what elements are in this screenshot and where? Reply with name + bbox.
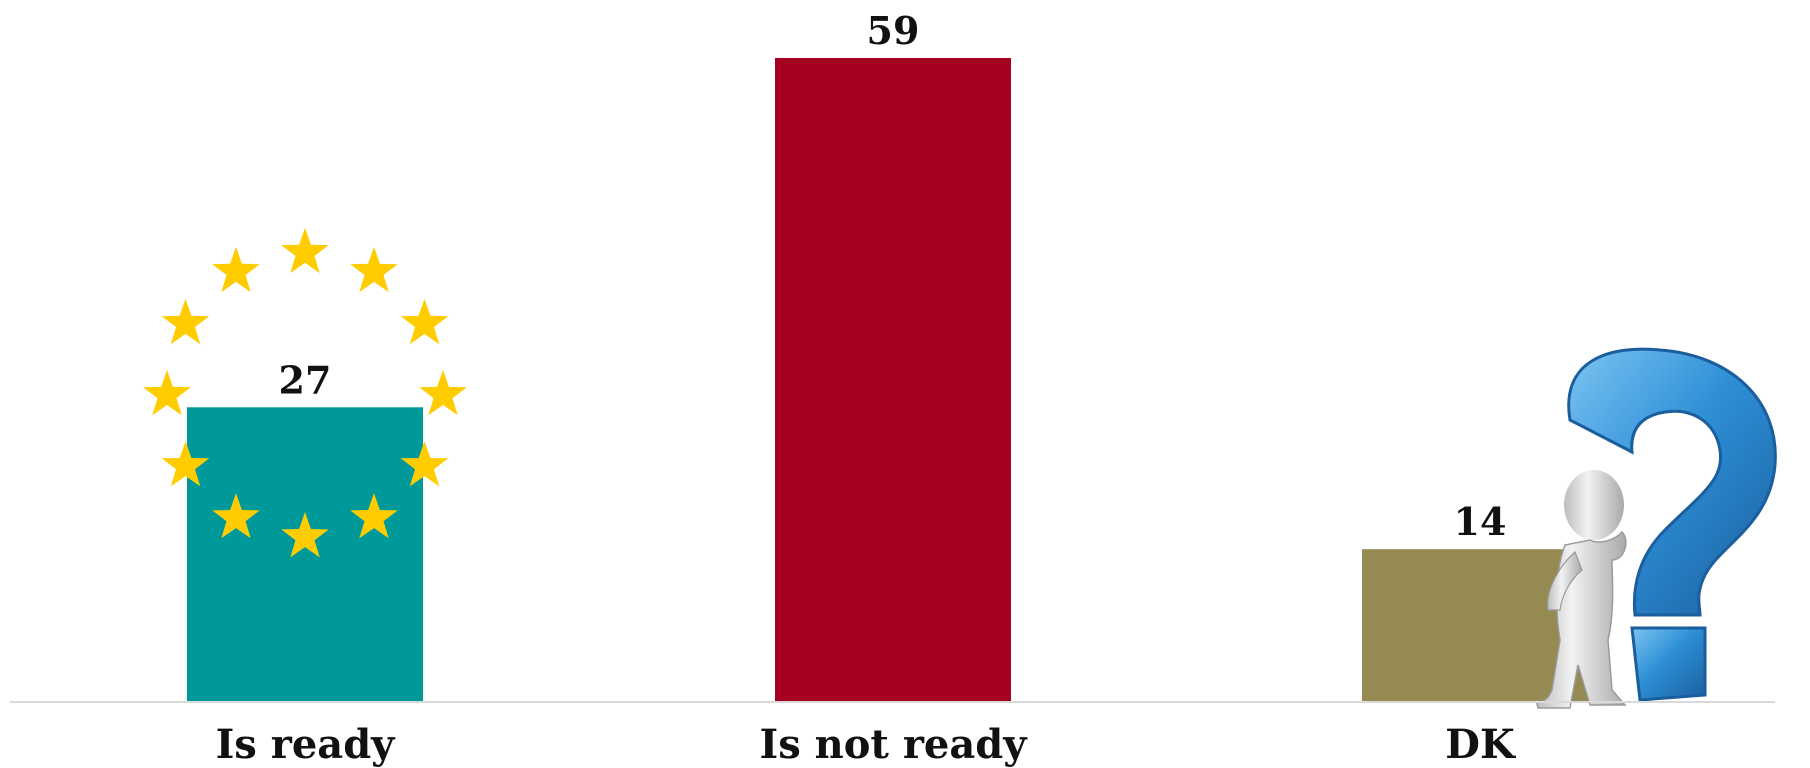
eu-stars-ring-icon (143, 227, 467, 558)
value-label: 59 (867, 8, 920, 53)
figure-head (1564, 470, 1624, 540)
eu-star-icon (281, 512, 329, 558)
eu-star-icon (281, 227, 329, 274)
eu-star-icon (400, 441, 449, 487)
category-label: Is not ready (760, 721, 1029, 768)
thinking-person-question-mark-icon (1535, 347, 1777, 709)
eu-star-icon (212, 246, 260, 293)
question-mark-dot (1630, 626, 1707, 702)
category-label: DK (1445, 721, 1516, 768)
bars-group (187, 58, 1598, 702)
category-label: Is ready (216, 721, 397, 768)
labels-group: 27 Is ready 59 Is not ready 14 DK (216, 8, 1516, 768)
value-label: 27 (279, 357, 332, 402)
question-mark-hook (1567, 347, 1777, 617)
bar-is-ready (187, 407, 423, 702)
eu-star-icon (161, 441, 210, 487)
value-label: 14 (1454, 499, 1507, 544)
figure-arm (1547, 550, 1583, 611)
eu-star-icon (212, 493, 260, 539)
bar-is-not-ready (775, 58, 1011, 702)
eu-star-icon (400, 298, 449, 345)
eu-star-icon (350, 246, 398, 293)
eu-star-icon (161, 298, 210, 345)
eu-star-icon (143, 370, 191, 416)
eu-star-icon (419, 370, 467, 416)
eu-star-icon (350, 493, 398, 539)
